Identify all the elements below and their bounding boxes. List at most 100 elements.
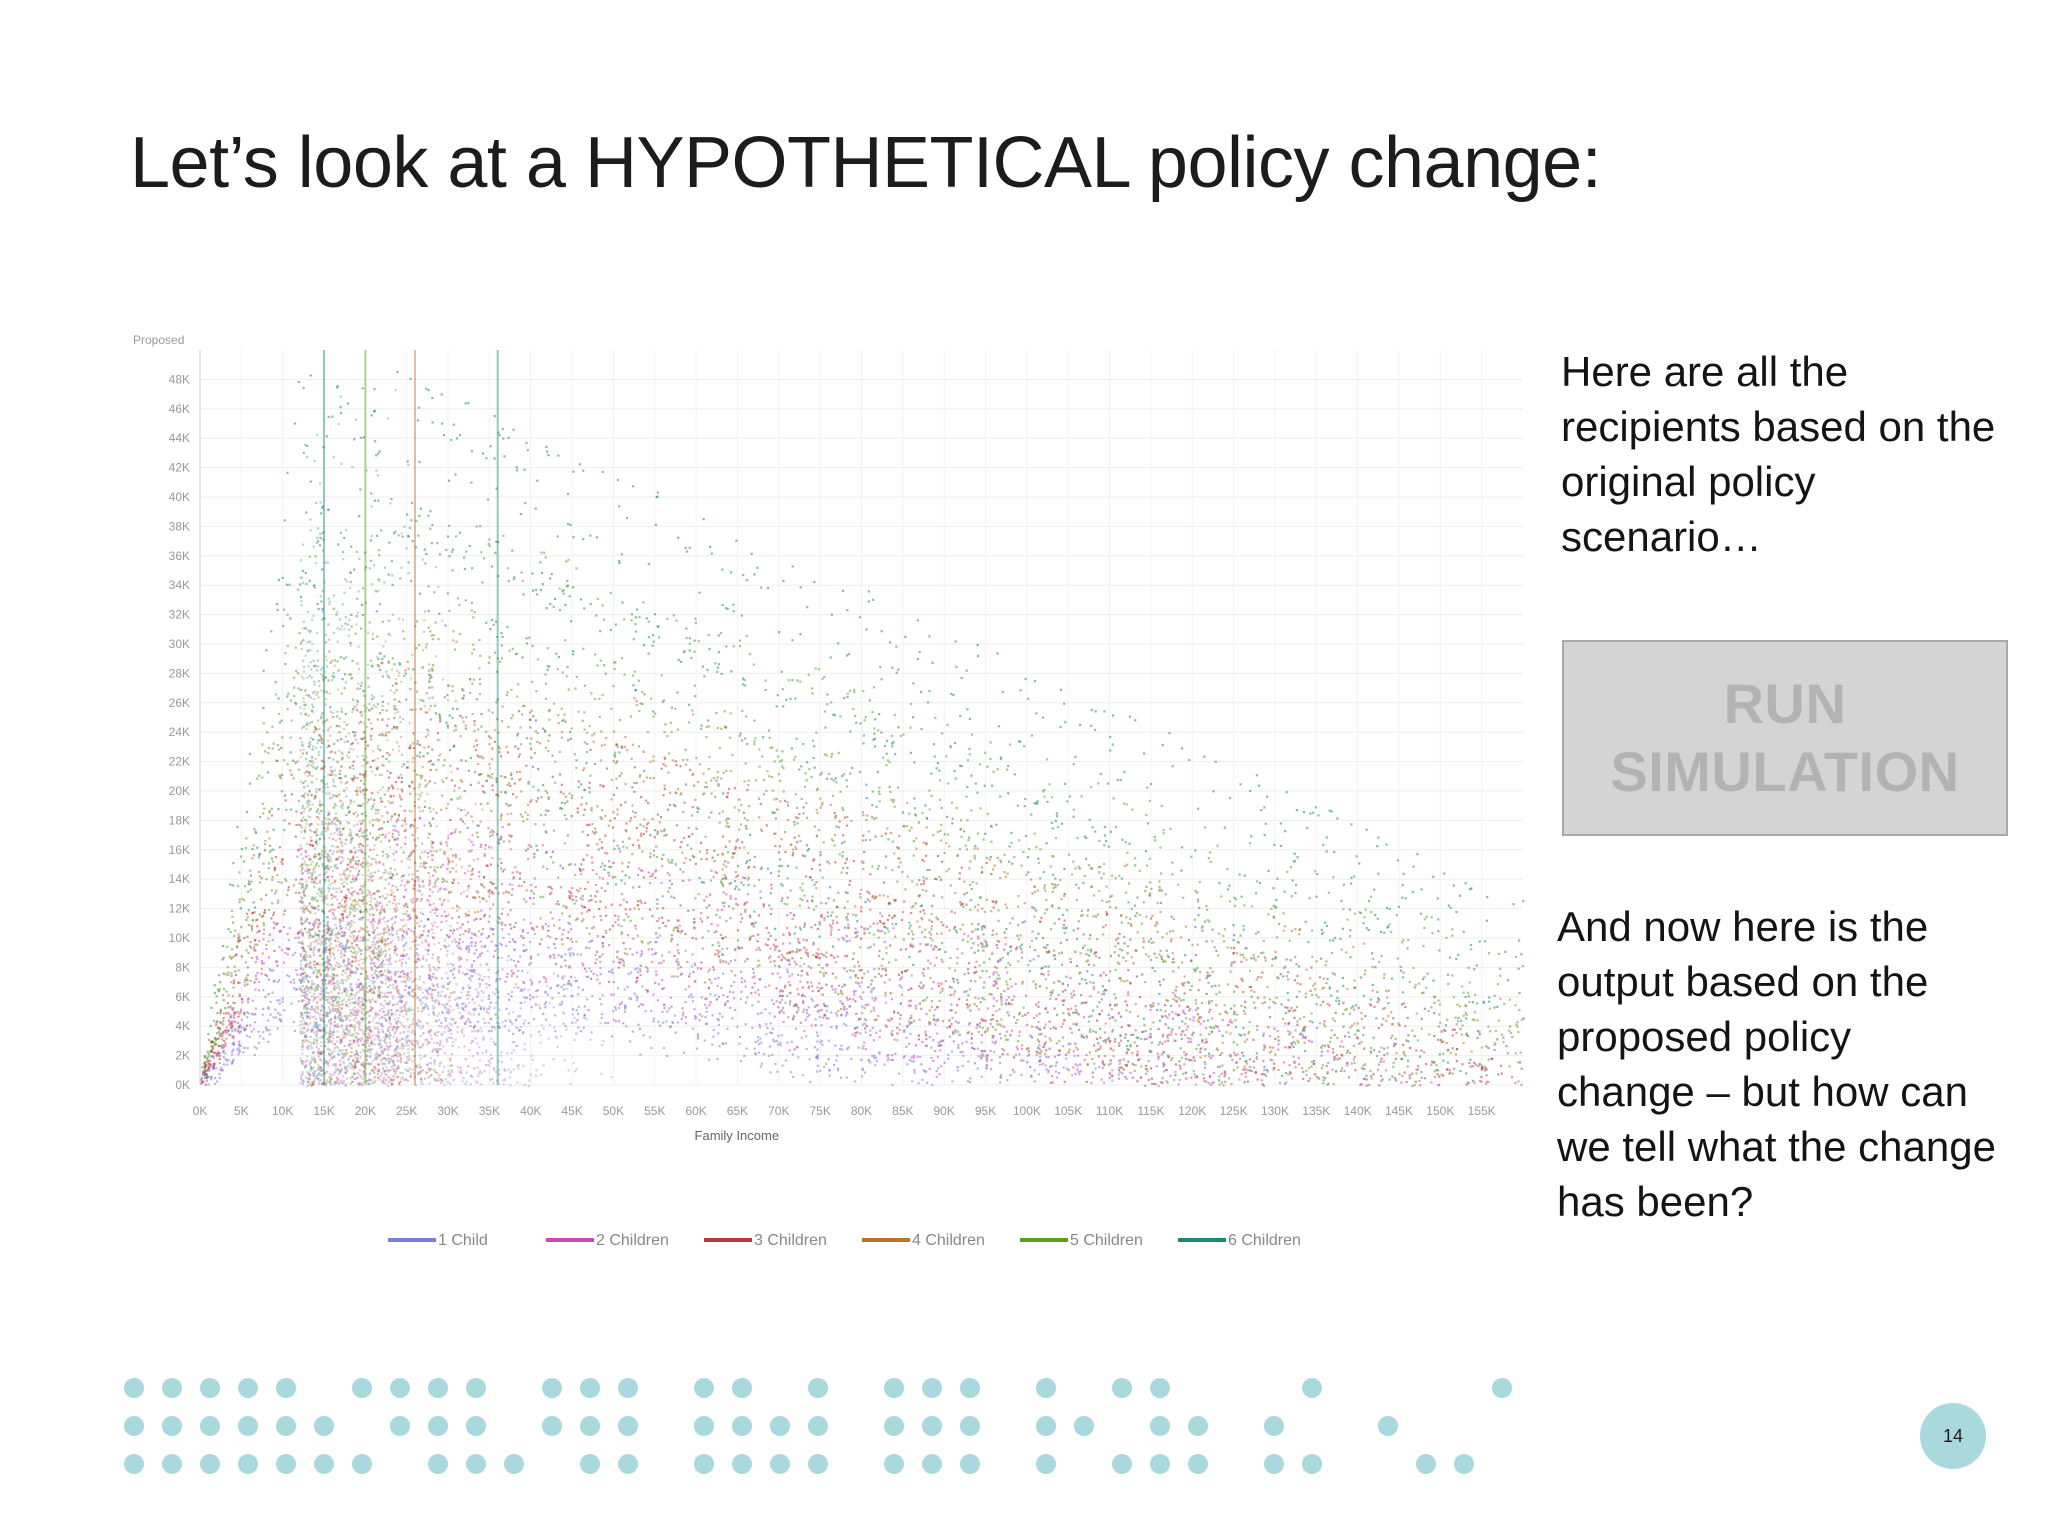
scatter-point bbox=[357, 722, 360, 725]
scatter-point bbox=[510, 777, 514, 780]
scatter-point bbox=[800, 974, 803, 977]
scatter-point bbox=[1304, 1037, 1307, 1040]
scatter-point bbox=[1254, 932, 1257, 935]
scatter-point bbox=[723, 877, 726, 880]
scatter-point bbox=[920, 728, 923, 731]
scatter-point bbox=[930, 933, 933, 936]
scatter-point bbox=[424, 924, 427, 927]
scatter-point bbox=[1278, 1081, 1281, 1085]
scatter-point bbox=[256, 943, 259, 946]
scatter-point bbox=[303, 888, 306, 891]
scatter-point bbox=[286, 695, 289, 698]
scatter-point bbox=[1388, 1078, 1391, 1081]
scatter-point bbox=[314, 555, 317, 558]
scatter-point bbox=[590, 809, 593, 812]
scatter-point bbox=[1493, 994, 1496, 997]
scatter-point bbox=[331, 675, 334, 678]
scatter-point bbox=[1170, 1004, 1173, 1007]
scatter-point bbox=[667, 890, 670, 893]
scatter-point bbox=[321, 720, 324, 723]
scatter-point bbox=[1420, 1027, 1423, 1030]
scatter-point bbox=[332, 1005, 335, 1008]
scatter-point bbox=[329, 706, 332, 709]
scatter-point bbox=[340, 941, 343, 945]
scatter-point bbox=[1017, 960, 1020, 963]
scatter-point bbox=[469, 756, 472, 760]
scatter-point bbox=[337, 1069, 340, 1072]
scatter-point bbox=[1372, 1036, 1375, 1039]
scatter-point bbox=[815, 808, 818, 811]
scatter-point bbox=[363, 883, 366, 886]
scatter-point bbox=[335, 827, 338, 830]
scatter-point bbox=[308, 1078, 311, 1081]
scatter-point bbox=[1210, 1026, 1213, 1029]
scatter-point bbox=[1287, 1073, 1290, 1076]
scatter-point bbox=[247, 909, 250, 912]
scatter-point bbox=[381, 854, 385, 857]
scatter-point bbox=[965, 891, 969, 894]
scatter-point bbox=[302, 639, 305, 642]
scatter-point bbox=[1301, 1029, 1304, 1032]
scatter-point bbox=[391, 1074, 394, 1078]
scatter-point bbox=[352, 1025, 355, 1029]
scatter-point bbox=[320, 887, 323, 890]
scatter-point bbox=[358, 1069, 361, 1072]
scatter-point bbox=[1422, 945, 1425, 948]
scatter-point bbox=[719, 933, 722, 937]
scatter-point bbox=[899, 861, 902, 864]
scatter-point bbox=[742, 677, 745, 680]
scatter-point bbox=[656, 625, 659, 628]
scatter-point bbox=[569, 863, 572, 866]
scatter-point bbox=[725, 645, 728, 648]
scatter-point bbox=[1221, 1034, 1224, 1037]
scatter-point bbox=[945, 755, 948, 758]
scatter-point bbox=[1286, 991, 1289, 995]
scatter-point bbox=[343, 1066, 346, 1069]
scatter-point bbox=[908, 921, 911, 924]
scatter-point bbox=[349, 799, 352, 802]
scatter-point bbox=[624, 801, 627, 804]
scatter-point bbox=[745, 635, 748, 638]
scatter-point bbox=[328, 692, 331, 695]
scatter-point bbox=[301, 940, 304, 943]
scatter-point bbox=[344, 1072, 347, 1075]
scatter-point bbox=[1156, 930, 1159, 933]
scatter-point bbox=[362, 689, 365, 693]
scatter-point bbox=[1060, 822, 1063, 825]
scatter-point bbox=[339, 821, 342, 824]
scatter-point bbox=[589, 774, 592, 777]
scatter-point bbox=[928, 690, 931, 693]
scatter-point bbox=[307, 742, 311, 745]
scatter-point bbox=[588, 932, 591, 935]
scatter-point bbox=[299, 1015, 303, 1018]
scatter-point bbox=[334, 1065, 338, 1068]
scatter-point bbox=[413, 804, 416, 808]
scatter-point bbox=[354, 903, 357, 906]
scatter-point bbox=[414, 681, 417, 684]
scatter-point bbox=[1284, 1071, 1288, 1075]
scatter-point bbox=[1295, 883, 1298, 887]
scatter-point bbox=[551, 754, 554, 757]
scatter-point bbox=[1290, 1043, 1293, 1046]
scatter-point bbox=[304, 964, 307, 968]
scatter-point bbox=[336, 1025, 339, 1028]
scatter-point bbox=[1423, 1077, 1427, 1080]
scatter-point bbox=[479, 525, 482, 528]
scatter-point bbox=[318, 1065, 321, 1068]
scatter-point bbox=[328, 1032, 331, 1035]
scatter-point bbox=[450, 1069, 453, 1072]
scatter-point bbox=[920, 690, 923, 693]
scatter-point bbox=[316, 650, 319, 653]
scatter-point bbox=[542, 727, 545, 730]
scatter-point bbox=[710, 981, 713, 984]
scatter-point bbox=[1087, 1020, 1090, 1023]
scatter-point bbox=[731, 753, 734, 757]
scatter-point bbox=[1402, 1050, 1405, 1054]
scatter-point bbox=[400, 846, 403, 849]
scatter-point bbox=[384, 1017, 387, 1020]
scatter-point bbox=[318, 858, 321, 861]
scatter-point bbox=[249, 869, 252, 872]
scatter-point bbox=[1423, 976, 1426, 979]
scatter-point bbox=[387, 632, 390, 636]
scatter-point bbox=[379, 877, 382, 880]
